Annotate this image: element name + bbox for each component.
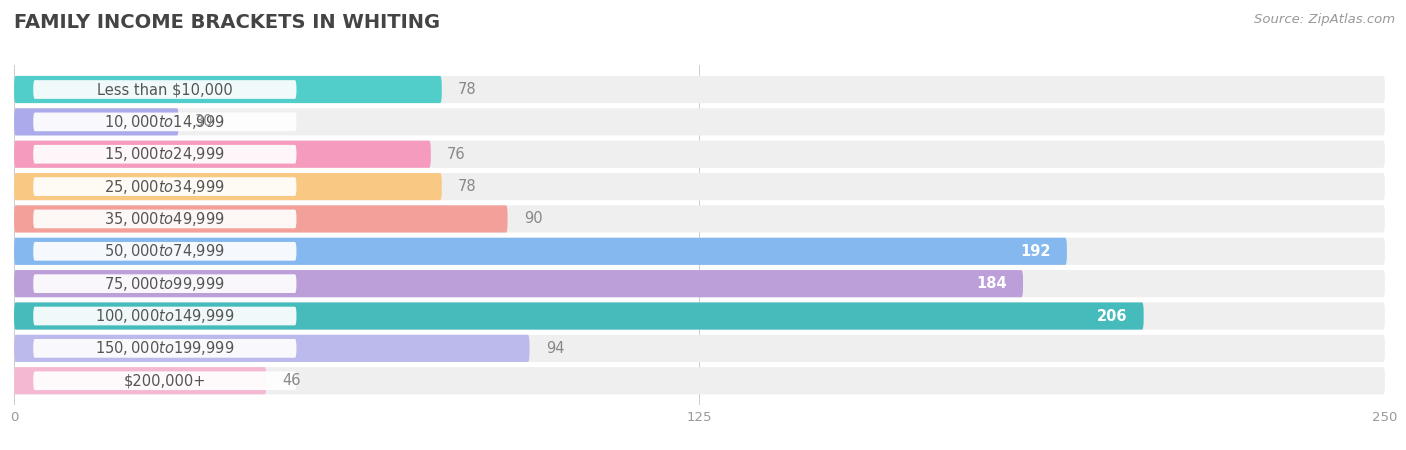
Text: $150,000 to $199,999: $150,000 to $199,999 [96, 339, 235, 357]
Text: 78: 78 [458, 179, 477, 194]
Text: Source: ZipAtlas.com: Source: ZipAtlas.com [1254, 14, 1395, 27]
FancyBboxPatch shape [14, 335, 530, 362]
FancyBboxPatch shape [14, 367, 1385, 394]
Text: $35,000 to $49,999: $35,000 to $49,999 [104, 210, 225, 228]
Text: 184: 184 [976, 276, 1007, 291]
FancyBboxPatch shape [14, 141, 430, 168]
Text: $15,000 to $24,999: $15,000 to $24,999 [104, 145, 225, 163]
Text: $50,000 to $74,999: $50,000 to $74,999 [104, 242, 225, 260]
FancyBboxPatch shape [34, 242, 297, 261]
Text: $75,000 to $99,999: $75,000 to $99,999 [104, 274, 225, 292]
Text: $200,000+: $200,000+ [124, 373, 207, 388]
FancyBboxPatch shape [34, 306, 297, 325]
FancyBboxPatch shape [14, 173, 1385, 200]
FancyBboxPatch shape [14, 335, 1385, 362]
FancyBboxPatch shape [14, 270, 1385, 297]
FancyBboxPatch shape [14, 76, 441, 103]
Text: 94: 94 [546, 341, 564, 356]
FancyBboxPatch shape [34, 80, 297, 99]
Text: $10,000 to $14,999: $10,000 to $14,999 [104, 113, 225, 131]
Text: 90: 90 [524, 212, 543, 226]
FancyBboxPatch shape [14, 367, 266, 394]
FancyBboxPatch shape [14, 108, 1385, 135]
FancyBboxPatch shape [14, 76, 1385, 103]
FancyBboxPatch shape [34, 339, 297, 358]
FancyBboxPatch shape [34, 145, 297, 164]
Text: $100,000 to $149,999: $100,000 to $149,999 [96, 307, 235, 325]
FancyBboxPatch shape [34, 177, 297, 196]
Text: FAMILY INCOME BRACKETS IN WHITING: FAMILY INCOME BRACKETS IN WHITING [14, 14, 440, 32]
FancyBboxPatch shape [14, 238, 1067, 265]
FancyBboxPatch shape [34, 274, 297, 293]
FancyBboxPatch shape [14, 205, 1385, 233]
FancyBboxPatch shape [14, 108, 179, 135]
Text: 76: 76 [447, 147, 465, 162]
FancyBboxPatch shape [14, 302, 1385, 329]
FancyBboxPatch shape [34, 371, 297, 390]
Text: 206: 206 [1097, 309, 1128, 324]
Text: $25,000 to $34,999: $25,000 to $34,999 [104, 178, 225, 196]
FancyBboxPatch shape [14, 270, 1024, 297]
Text: 30: 30 [195, 114, 214, 130]
FancyBboxPatch shape [34, 210, 297, 228]
FancyBboxPatch shape [14, 302, 1143, 329]
FancyBboxPatch shape [14, 205, 508, 233]
FancyBboxPatch shape [14, 141, 1385, 168]
FancyBboxPatch shape [14, 173, 441, 200]
FancyBboxPatch shape [14, 238, 1385, 265]
Text: 78: 78 [458, 82, 477, 97]
Text: 46: 46 [283, 373, 301, 388]
Text: Less than $10,000: Less than $10,000 [97, 82, 233, 97]
FancyBboxPatch shape [34, 112, 297, 131]
Text: 192: 192 [1019, 244, 1050, 259]
